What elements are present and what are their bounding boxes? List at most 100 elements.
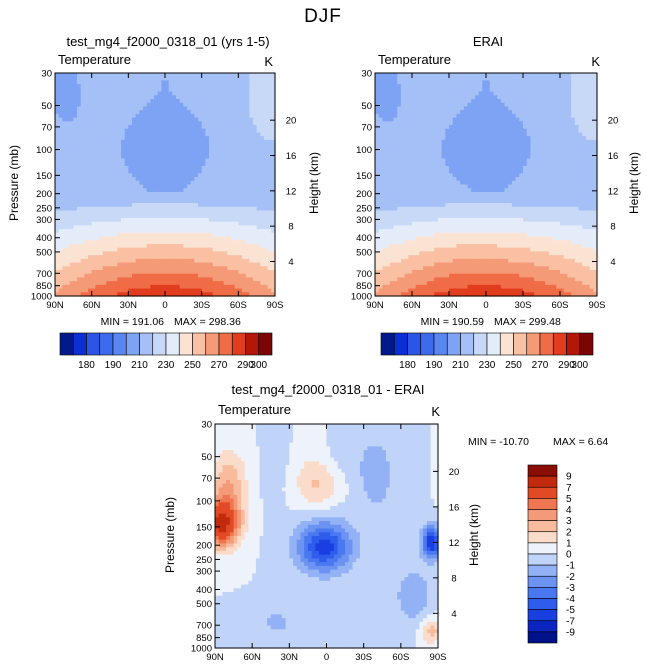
contour-cell	[165, 188, 170, 193]
contour-cell	[117, 106, 122, 111]
contour-cell	[523, 147, 528, 152]
contour-cell	[545, 147, 550, 152]
contour-cell	[493, 106, 498, 111]
contour-cell	[176, 247, 181, 252]
contour-cell	[467, 128, 472, 134]
contour-cell	[91, 147, 96, 152]
contour-cell	[238, 240, 243, 245]
contour-cell	[223, 121, 228, 126]
contour-cell	[508, 117, 513, 122]
contour-cell	[66, 121, 71, 126]
contour-cell	[271, 221, 276, 226]
contour-cell	[375, 87, 380, 93]
contour-cell	[209, 281, 214, 286]
contour-cell	[172, 203, 177, 208]
contour-cell	[242, 117, 247, 122]
contour-cell	[260, 232, 265, 238]
contour-cell	[143, 236, 148, 241]
contour-cell	[146, 143, 151, 148]
contour-cell	[216, 203, 221, 208]
contour-cell	[183, 284, 188, 290]
contour-cell	[154, 206, 159, 212]
contour-cell	[404, 125, 409, 130]
contour-cell	[271, 273, 276, 279]
axes: 90N 60N 30N 0 30S 60S 90S305070100150200250300…	[31, 69, 296, 312]
contour-cell	[545, 128, 550, 134]
contour-cell	[161, 236, 166, 241]
contour-cell	[95, 273, 100, 279]
contour-cell	[478, 102, 483, 108]
contour-cell	[187, 95, 192, 100]
contour-cell	[124, 102, 129, 108]
contour-cell	[534, 139, 539, 145]
contour-cell	[585, 139, 591, 145]
contour-cell	[504, 151, 509, 156]
contour-cell	[201, 269, 206, 275]
contour-cell	[434, 95, 439, 100]
contour-cell	[80, 269, 85, 275]
contour-cell	[58, 195, 63, 200]
contour-cell	[124, 184, 129, 189]
contour-cell	[190, 173, 195, 178]
contour-cell	[242, 292, 247, 297]
contour-cell	[267, 125, 272, 130]
contour-cell	[563, 91, 568, 96]
contour-cell	[212, 243, 217, 249]
contour-cell	[102, 251, 107, 256]
contour-cell	[471, 113, 476, 119]
contour-cell	[161, 206, 166, 212]
x-tick-label: 30S	[193, 300, 210, 311]
contour-cell	[121, 232, 126, 238]
contour-cell	[220, 125, 225, 130]
contour-cell	[194, 102, 199, 108]
contour-cell	[165, 177, 170, 182]
contour-cell	[55, 113, 60, 119]
contour-cell	[91, 136, 96, 141]
contour-cell	[271, 195, 276, 200]
contour-cell	[256, 147, 261, 152]
contour-cell	[91, 221, 96, 226]
contour-cell	[486, 73, 491, 78]
contour-cell	[205, 147, 210, 152]
variable-label: Temperature	[58, 52, 131, 67]
contour-cell	[474, 80, 480, 85]
contour-cell	[486, 125, 491, 130]
contour-cell	[194, 143, 199, 148]
contour-cell	[201, 110, 206, 115]
contour-cell	[415, 99, 420, 104]
contour-cell	[415, 125, 420, 130]
contour-cell	[441, 143, 446, 148]
contour-cell	[88, 288, 93, 293]
contour-cell	[124, 158, 129, 163]
contour-cell	[77, 292, 82, 297]
contour-cell	[264, 132, 269, 137]
contour-cell	[238, 165, 243, 171]
contour-cell	[245, 262, 250, 267]
contour-cell	[88, 139, 93, 145]
contour-cell	[245, 162, 250, 167]
contour-cell	[489, 106, 494, 111]
contour-cell	[165, 251, 170, 256]
contour-cell	[113, 169, 118, 174]
contour-cell	[58, 173, 63, 178]
contour-cell	[585, 76, 591, 82]
contour-cell	[157, 173, 162, 178]
contour-cell	[467, 87, 472, 93]
contour-cell	[187, 225, 192, 230]
contour-cell	[55, 262, 60, 267]
contour-cell	[205, 99, 210, 104]
contour-cell	[423, 106, 428, 111]
contour-cell	[205, 110, 210, 115]
contour-cell	[437, 84, 443, 89]
contour-cell	[168, 214, 173, 219]
contour-cell	[563, 87, 568, 93]
contour-cell	[209, 225, 214, 230]
contour-cell	[187, 217, 192, 223]
contour-cell	[91, 113, 96, 119]
contour-cell	[267, 199, 272, 204]
contour-cell	[423, 117, 428, 122]
contour-cell	[121, 284, 126, 290]
contour-cell	[423, 125, 428, 130]
contour-cell	[77, 203, 82, 208]
contour-cell	[541, 76, 546, 82]
